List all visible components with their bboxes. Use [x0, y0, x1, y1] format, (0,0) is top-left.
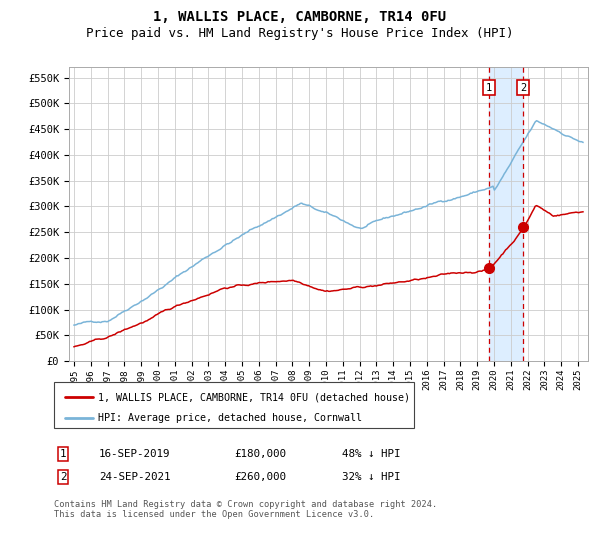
Text: 24-SEP-2021: 24-SEP-2021: [99, 472, 170, 482]
Text: £260,000: £260,000: [234, 472, 286, 482]
Text: 16-SEP-2019: 16-SEP-2019: [99, 449, 170, 459]
Text: Price paid vs. HM Land Registry's House Price Index (HPI): Price paid vs. HM Land Registry's House …: [86, 27, 514, 40]
Text: HPI: Average price, detached house, Cornwall: HPI: Average price, detached house, Corn…: [98, 413, 362, 423]
Text: 2: 2: [520, 83, 526, 93]
Text: 1: 1: [486, 83, 492, 93]
Text: 1, WALLIS PLACE, CAMBORNE, TR14 0FU (detached house): 1, WALLIS PLACE, CAMBORNE, TR14 0FU (det…: [98, 392, 410, 402]
Bar: [489, 67, 523, 361]
Text: 1, WALLIS PLACE, CAMBORNE, TR14 0FU: 1, WALLIS PLACE, CAMBORNE, TR14 0FU: [154, 10, 446, 24]
Text: £180,000: £180,000: [234, 449, 286, 459]
Text: 48% ↓ HPI: 48% ↓ HPI: [342, 449, 401, 459]
Text: Contains HM Land Registry data © Crown copyright and database right 2024.
This d: Contains HM Land Registry data © Crown c…: [54, 500, 437, 519]
Text: 1: 1: [60, 449, 66, 459]
Text: 32% ↓ HPI: 32% ↓ HPI: [342, 472, 401, 482]
Text: 2: 2: [60, 472, 66, 482]
